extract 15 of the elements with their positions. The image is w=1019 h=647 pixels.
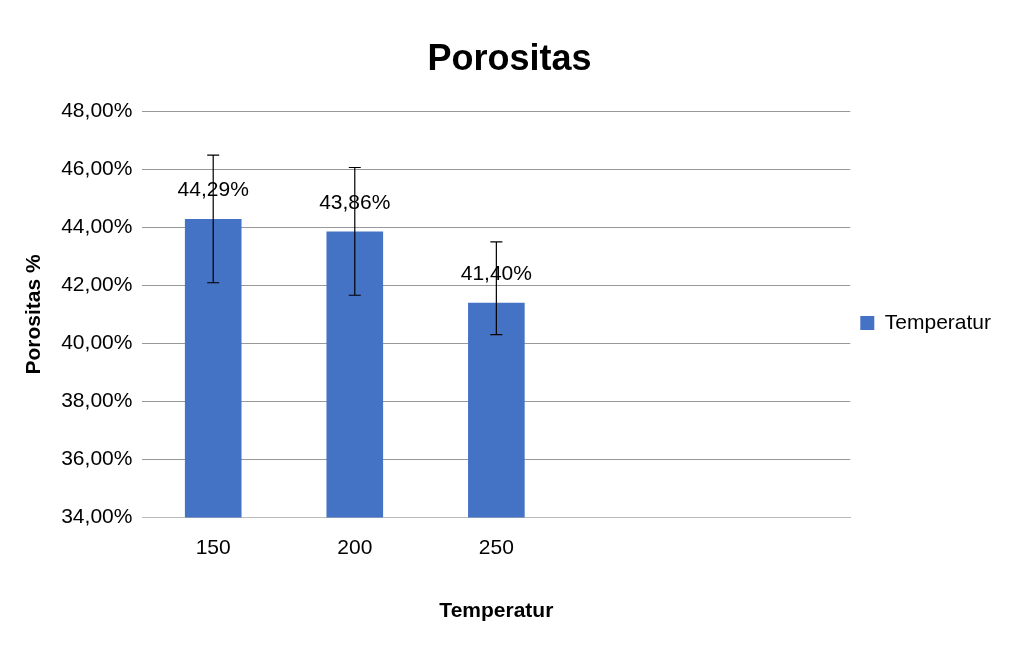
y-tick-label: 42,00% <box>61 272 133 296</box>
y-tick-label: 34,00% <box>61 504 133 528</box>
chart-title: Porositas <box>427 36 592 78</box>
y-tick-label: 46,00% <box>61 156 133 180</box>
y-tick-label: 40,00% <box>61 330 133 354</box>
x-tick-label: 200 <box>337 535 373 558</box>
y-tick-label: 38,00% <box>61 388 133 412</box>
y-tick-label: 44,00% <box>61 214 133 238</box>
x-tick-label: 150 <box>195 535 231 558</box>
legend-label: Temperatur <box>884 309 992 333</box>
y-axis-title: Porositas % <box>21 253 45 375</box>
x-axis-title: Temperatur <box>439 598 554 622</box>
y-tick-label: 36,00% <box>61 446 133 470</box>
y-tick-label: 48,00% <box>61 98 133 121</box>
x-tick-label: 250 <box>478 535 514 558</box>
